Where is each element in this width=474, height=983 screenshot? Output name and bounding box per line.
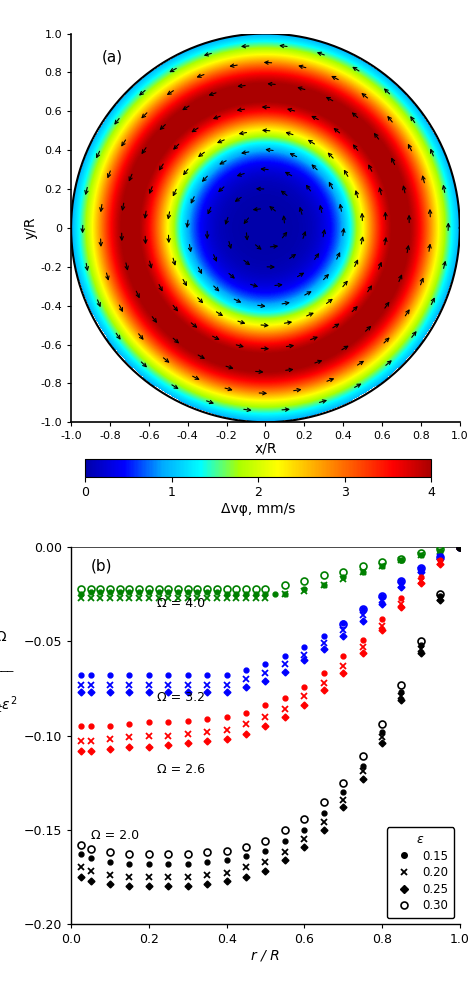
Legend: 0.15, 0.20, 0.25, 0.30: 0.15, 0.20, 0.25, 0.30 bbox=[387, 827, 454, 918]
Text: $\Omega_{rot}\varepsilon^2$: $\Omega_{rot}\varepsilon^2$ bbox=[0, 694, 18, 715]
Text: Ω = 3.2: Ω = 3.2 bbox=[156, 691, 205, 705]
Y-axis label: y/R: y/R bbox=[24, 216, 37, 239]
Text: Ω = 2.0: Ω = 2.0 bbox=[91, 829, 139, 842]
Text: (a): (a) bbox=[102, 49, 123, 64]
Text: Ω = 4.0: Ω = 4.0 bbox=[156, 598, 205, 610]
X-axis label: r / R: r / R bbox=[251, 949, 280, 962]
Text: Ω = 2.6: Ω = 2.6 bbox=[156, 763, 205, 776]
Text: $\Delta\Omega$: $\Delta\Omega$ bbox=[0, 630, 8, 645]
Text: ─────: ───── bbox=[0, 667, 14, 677]
X-axis label: Δvφ, mm/s: Δvφ, mm/s bbox=[221, 502, 295, 516]
Text: (b): (b) bbox=[91, 558, 112, 573]
X-axis label: x/R: x/R bbox=[254, 441, 277, 455]
